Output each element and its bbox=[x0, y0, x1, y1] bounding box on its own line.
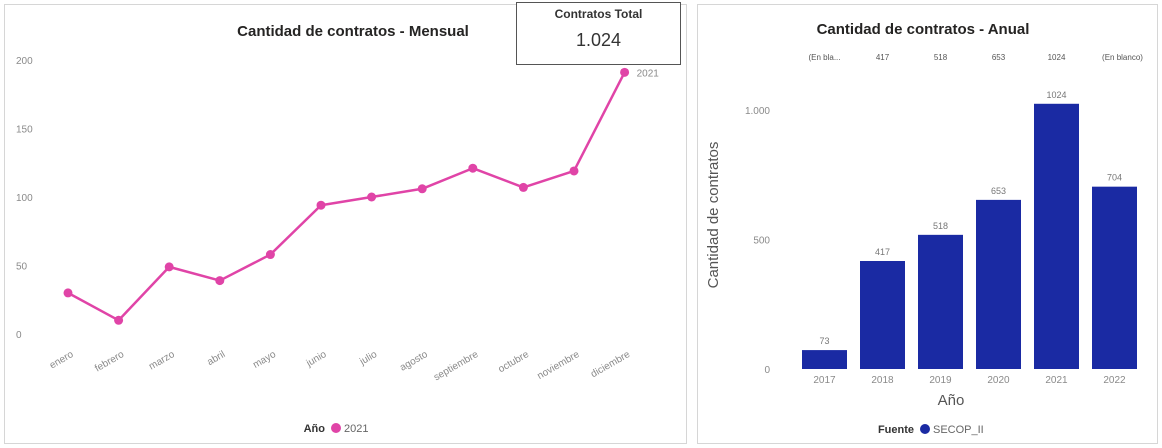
monthly-data-point[interactable] bbox=[114, 315, 124, 325]
annual-total-label: 518 bbox=[934, 53, 948, 62]
annual-bar[interactable] bbox=[1092, 186, 1137, 369]
annual-total-label: 1024 bbox=[1048, 53, 1066, 62]
annual-y-axis-title: Cantidad de contratos bbox=[705, 142, 722, 289]
annual-x-tick: 2019 bbox=[929, 375, 952, 386]
monthly-x-tick: diciembre bbox=[589, 349, 632, 380]
annual-chart-panel: Cantidad de contratos - Anual (En bla...… bbox=[697, 4, 1158, 444]
monthly-data-point[interactable] bbox=[265, 250, 275, 260]
monthly-y-tick: 50 bbox=[16, 262, 28, 273]
monthly-legend-marker bbox=[331, 423, 341, 433]
monthly-y-tick: 0 bbox=[16, 330, 22, 341]
monthly-x-tick: septiembre bbox=[432, 349, 481, 383]
monthly-line-chart: Cantidad de contratos - Mensual 0 50 100 15… bbox=[16, 23, 660, 435]
monthly-legend-label: 2021 bbox=[344, 423, 368, 435]
annual-bar-value: 704 bbox=[1107, 173, 1122, 183]
monthly-x-tick: marzo bbox=[147, 349, 177, 373]
annual-y-tick: 1.000 bbox=[745, 106, 770, 117]
annual-legend-label: SECOP_II bbox=[933, 424, 984, 436]
monthly-data-point[interactable] bbox=[215, 276, 225, 286]
annual-bar[interactable] bbox=[802, 350, 847, 369]
annual-total-label: (En bla... bbox=[808, 53, 840, 62]
annual-x-tick: 2018 bbox=[871, 375, 894, 386]
monthly-x-tick: junio bbox=[304, 349, 329, 370]
kpi-value: 1.024 bbox=[575, 30, 622, 50]
annual-bar-value: 417 bbox=[875, 247, 890, 257]
annual-bar[interactable] bbox=[860, 260, 905, 369]
monthly-data-point[interactable] bbox=[569, 166, 579, 176]
annual-legend[interactable]: Fuente SECOP_II bbox=[878, 424, 984, 436]
monthly-x-tick: enero bbox=[48, 349, 76, 372]
kpi-card: Contratos Total 1.024 bbox=[516, 2, 681, 65]
monthly-x-tick: mayo bbox=[251, 349, 278, 371]
monthly-data-point[interactable] bbox=[468, 163, 478, 173]
annual-bar[interactable] bbox=[976, 199, 1021, 369]
annual-bar-value: 518 bbox=[933, 221, 948, 231]
monthly-data-point[interactable] bbox=[164, 262, 174, 272]
monthly-chart-title: Cantidad de contratos - Mensual bbox=[237, 23, 469, 40]
annual-x-axis-title: Año bbox=[938, 392, 965, 409]
monthly-chart-panel: Cantidad de contratos - Mensual 0 50 100 15… bbox=[4, 4, 687, 444]
annual-x-tick: 2020 bbox=[987, 375, 1010, 386]
monthly-data-point[interactable] bbox=[316, 200, 326, 210]
annual-total-label: 417 bbox=[876, 53, 890, 62]
annual-chart-title: Cantidad de contratos - Anual bbox=[817, 21, 1030, 38]
monthly-y-tick: 150 bbox=[16, 125, 33, 136]
annual-bar[interactable] bbox=[918, 234, 963, 369]
monthly-y-tick: 100 bbox=[16, 193, 33, 204]
annual-y-tick: 0 bbox=[764, 365, 770, 376]
annual-x-tick: 2021 bbox=[1045, 375, 1068, 386]
annual-bar-chart: Cantidad de contratos - Anual (En bla...… bbox=[705, 21, 1143, 436]
annual-bar-value: 653 bbox=[991, 186, 1006, 196]
annual-y-tick: 500 bbox=[753, 236, 770, 247]
monthly-y-tick: 200 bbox=[16, 56, 33, 67]
series-end-label: 2021 bbox=[637, 68, 660, 79]
monthly-data-point[interactable] bbox=[367, 192, 377, 202]
monthly-x-tick: agosto bbox=[398, 349, 430, 374]
monthly-series-line bbox=[67, 71, 626, 322]
monthly-x-tick: julio bbox=[357, 349, 379, 368]
annual-bar[interactable] bbox=[1034, 103, 1079, 369]
annual-x-tick: 2022 bbox=[1103, 375, 1126, 386]
monthly-data-point[interactable] bbox=[417, 184, 427, 194]
annual-legend-marker bbox=[920, 424, 930, 434]
monthly-legend-title: Año bbox=[304, 423, 326, 435]
monthly-data-point[interactable] bbox=[63, 288, 73, 298]
monthly-x-tick: noviembre bbox=[536, 349, 582, 382]
monthly-legend[interactable]: Año 2021 bbox=[304, 423, 369, 435]
monthly-data-point[interactable] bbox=[620, 67, 630, 77]
monthly-x-tick: octubre bbox=[497, 349, 532, 375]
monthly-x-tick: febrero bbox=[93, 349, 126, 375]
monthly-data-point[interactable] bbox=[518, 182, 528, 192]
annual-bar-value: 73 bbox=[819, 336, 829, 346]
annual-total-label: (En blanco) bbox=[1102, 53, 1143, 62]
annual-total-label: 653 bbox=[992, 53, 1006, 62]
annual-bar-value: 1024 bbox=[1046, 90, 1066, 100]
monthly-x-tick: abril bbox=[205, 349, 227, 368]
annual-legend-title: Fuente bbox=[878, 424, 914, 436]
kpi-title: Contratos Total bbox=[554, 7, 643, 21]
annual-x-tick: 2017 bbox=[813, 375, 836, 386]
